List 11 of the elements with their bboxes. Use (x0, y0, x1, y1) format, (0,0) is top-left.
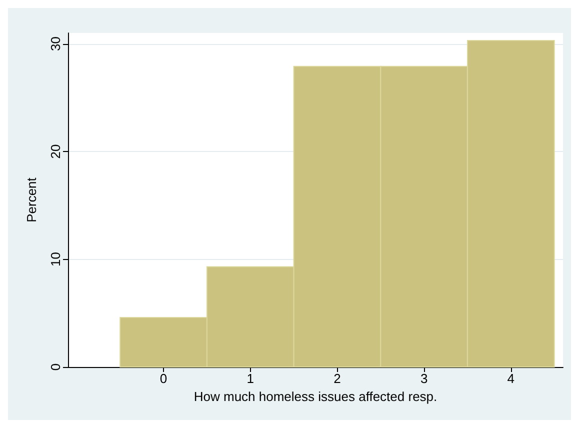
x-tick-label: 3 (420, 371, 428, 386)
y-tick-label: 20 (48, 144, 63, 159)
y-tick-label: 10 (48, 252, 63, 266)
x-tick-label: 0 (160, 371, 168, 386)
x-tick-label: 4 (507, 371, 515, 386)
x-axis-title: How much homeless issues affected resp. (194, 388, 438, 404)
y-axis-title: Percent (24, 177, 39, 222)
x-tick-label: 2 (334, 371, 341, 386)
x-tick-label: 1 (246, 371, 254, 386)
y-tick-label: 0 (48, 363, 63, 371)
y-tick-label: 30 (48, 36, 63, 52)
